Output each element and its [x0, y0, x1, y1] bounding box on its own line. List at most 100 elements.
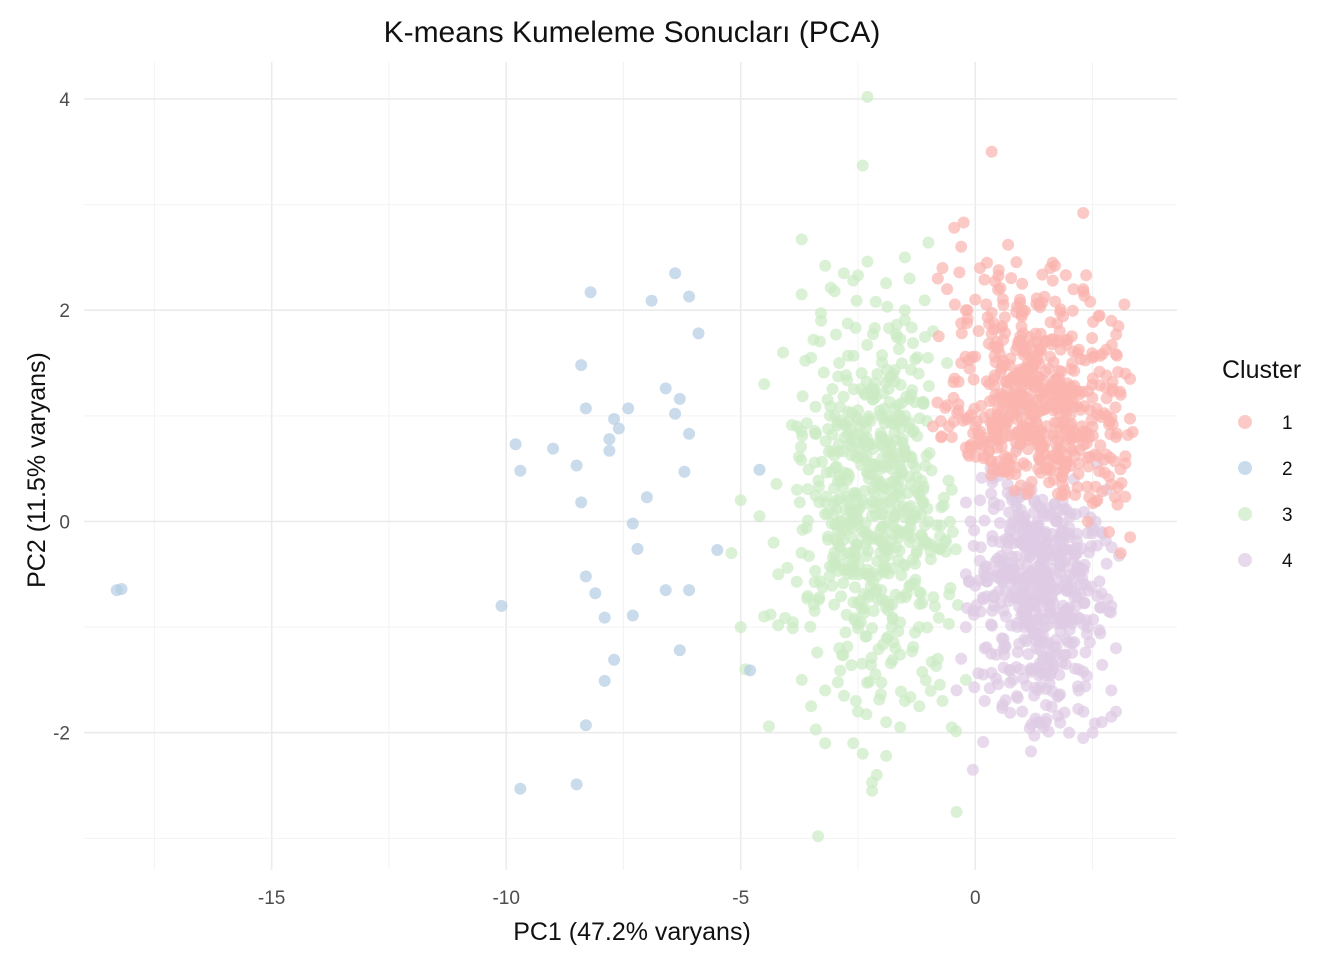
- data-point: [988, 599, 1001, 612]
- data-point: [861, 255, 874, 268]
- data-point: [913, 700, 926, 713]
- series-1: [927, 145, 1139, 560]
- data-point: [1105, 478, 1118, 491]
- data-point: [837, 390, 850, 403]
- data-point: [927, 591, 940, 604]
- data-point: [994, 517, 1006, 529]
- data-point: [880, 277, 893, 290]
- data-point: [626, 517, 639, 530]
- data-point: [888, 426, 901, 439]
- data-point: [809, 723, 822, 736]
- data-point: [1067, 283, 1080, 296]
- data-point: [974, 541, 987, 554]
- data-point: [894, 490, 907, 503]
- data-point: [833, 642, 846, 655]
- data-point: [1086, 420, 1099, 433]
- data-point: [1084, 295, 1097, 308]
- data-point: [1078, 558, 1091, 571]
- data-point: [1081, 515, 1094, 528]
- data-point: [880, 749, 893, 762]
- data-point: [825, 517, 838, 530]
- data-point: [1053, 617, 1066, 630]
- data-point: [1086, 726, 1099, 739]
- data-point: [988, 431, 1001, 444]
- data-point: [892, 531, 905, 544]
- data-point: [875, 438, 888, 451]
- data-point: [1008, 484, 1021, 497]
- data-point: [909, 461, 922, 474]
- data-point: [887, 475, 900, 488]
- data-point: [1007, 370, 1020, 383]
- data-point: [874, 508, 887, 521]
- data-point: [1059, 606, 1072, 619]
- data-point: [858, 387, 871, 400]
- data-point: [1033, 453, 1046, 466]
- data-point: [1086, 527, 1099, 540]
- data-point: [952, 599, 964, 611]
- data-point: [804, 620, 817, 633]
- data-point: [1028, 599, 1041, 612]
- data-point: [856, 494, 869, 507]
- legend-key-4: [1238, 553, 1252, 567]
- data-point: [868, 322, 881, 335]
- data-point: [1027, 433, 1040, 446]
- data-point: [791, 420, 803, 433]
- data-point: [1017, 457, 1030, 470]
- data-point: [792, 450, 805, 463]
- data-point: [1030, 297, 1043, 310]
- data-point: [683, 427, 696, 440]
- data-point: [823, 570, 836, 583]
- data-point: [815, 307, 827, 320]
- data-point: [881, 300, 894, 313]
- data-point: [885, 371, 897, 384]
- data-point: [781, 561, 794, 574]
- data-point: [1017, 672, 1030, 685]
- data-point: [834, 401, 846, 413]
- data-point: [1124, 412, 1136, 425]
- data-point: [1018, 591, 1031, 604]
- data-point: [985, 487, 998, 500]
- series-3: [725, 90, 972, 843]
- data-point: [1021, 488, 1034, 501]
- data-point: [924, 684, 937, 697]
- data-point: [1002, 536, 1015, 549]
- data-point: [933, 678, 946, 691]
- data-point: [826, 579, 839, 592]
- data-point: [795, 233, 808, 246]
- data-point: [801, 592, 814, 605]
- data-point: [678, 465, 691, 478]
- data-point: [777, 346, 789, 359]
- data-point: [608, 653, 621, 666]
- data-point: [936, 695, 949, 707]
- data-point: [640, 491, 653, 504]
- data-point: [905, 363, 917, 376]
- x-tick-label: -10: [492, 888, 519, 909]
- data-point: [819, 259, 832, 272]
- data-point: [992, 585, 1005, 598]
- data-point: [856, 657, 869, 670]
- data-point: [997, 298, 1010, 311]
- data-point: [981, 256, 993, 269]
- data-point: [931, 272, 944, 285]
- data-point: [1010, 256, 1023, 269]
- data-point: [579, 402, 592, 415]
- data-point: [889, 642, 902, 655]
- data-point: [1044, 608, 1057, 620]
- data-point: [907, 641, 920, 653]
- data-point: [966, 763, 979, 776]
- data-point: [948, 372, 961, 385]
- data-point: [817, 366, 830, 379]
- data-point: [941, 357, 954, 369]
- data-point: [1035, 441, 1047, 454]
- data-point: [1043, 660, 1056, 673]
- data-point: [844, 514, 857, 527]
- data-point: [1030, 586, 1042, 599]
- data-point: [1002, 238, 1015, 251]
- data-point: [943, 515, 956, 528]
- data-point: [960, 496, 972, 509]
- data-point: [1081, 621, 1094, 634]
- data-point: [1016, 277, 1029, 290]
- data-point: [825, 465, 838, 478]
- data-point: [1059, 269, 1072, 282]
